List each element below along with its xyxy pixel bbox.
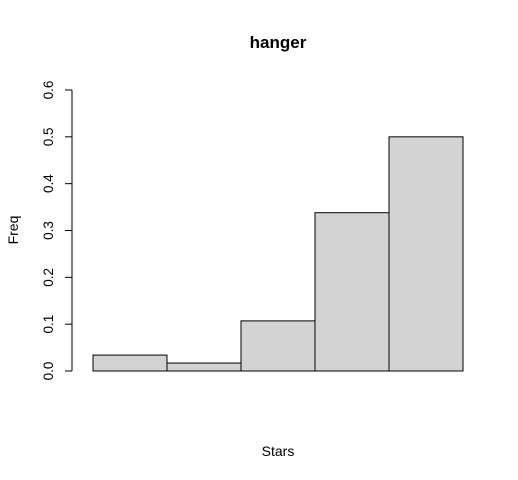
- bar-2: [166, 362, 242, 372]
- y-tick-label: 0.6: [41, 81, 56, 100]
- y-tick-label: 0.2: [41, 268, 56, 287]
- bar-4: [314, 212, 390, 372]
- bars-group: [92, 136, 464, 372]
- x-axis-label: Stars: [262, 443, 295, 459]
- bar-3: [240, 320, 316, 372]
- y-axis-label: Freq: [5, 216, 21, 245]
- bar-5: [388, 136, 464, 372]
- y-tick-label: 0.5: [41, 127, 56, 146]
- chart-title: hanger: [250, 33, 307, 52]
- bar-1: [92, 354, 168, 372]
- y-tick-label: 0.0: [41, 362, 56, 381]
- y-axis: 0.0 0.1 0.2 0.3 0.4 0.5 0.6: [41, 81, 73, 381]
- y-tick-label: 0.1: [41, 315, 56, 334]
- y-tick-label: 0.4: [41, 174, 56, 193]
- y-tick-label: 0.3: [41, 221, 56, 240]
